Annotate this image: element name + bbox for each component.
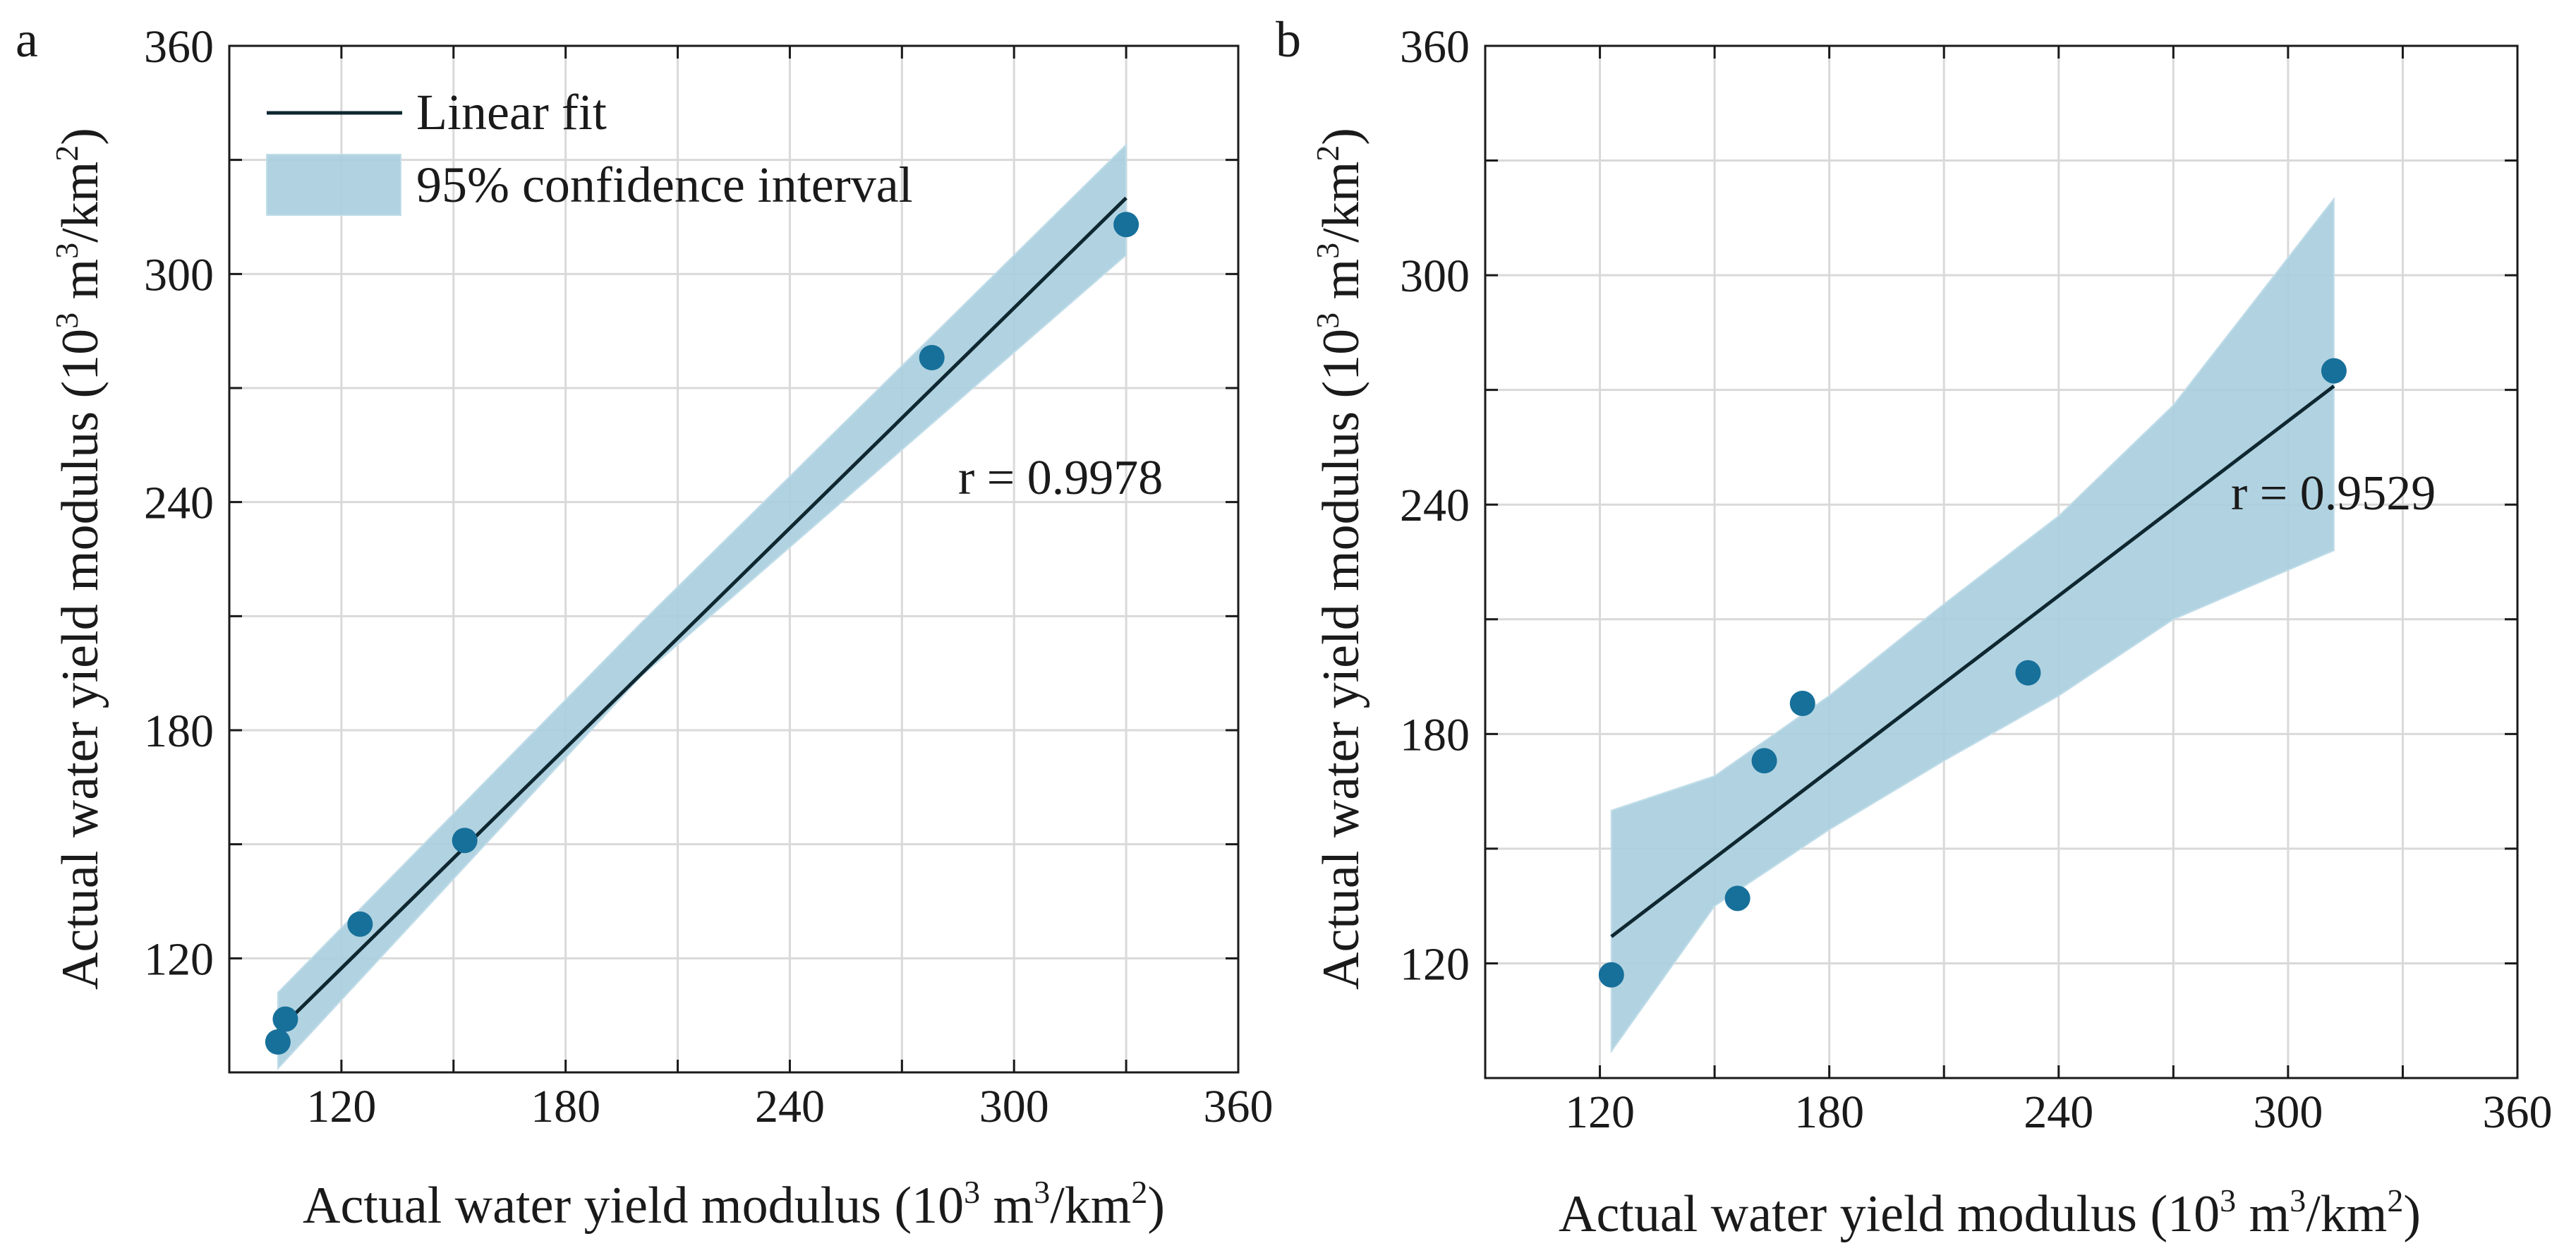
panel-b-x-tick-label-120: 120 bbox=[1565, 1086, 1635, 1138]
panel-b-y-tick-label-240: 240 bbox=[1400, 480, 1470, 531]
panel-b-ci-band-group bbox=[1610, 196, 2335, 1054]
legend-band-swatch bbox=[266, 154, 401, 216]
panel-a-x-tick-label-120: 120 bbox=[306, 1081, 376, 1132]
panel-a-ticks: 120 180 240 300 360 120 180 240 300 360 bbox=[144, 21, 1274, 1132]
panel-a-y-tick-label-240: 240 bbox=[144, 478, 214, 529]
panel-b-x-tick-label-360: 360 bbox=[2483, 1086, 2553, 1138]
panel-b-ticks: 120 180 240 300 360 120 180 240 300 360 bbox=[1400, 21, 2553, 1138]
panel-b-letter: b bbox=[1276, 11, 1301, 68]
panel-b-y-axis-title: Actual water yield modulus (103 m3/km2) bbox=[1310, 128, 1370, 990]
panel-b-data-point-2 bbox=[1724, 885, 1750, 912]
panel-a-data-point-3 bbox=[347, 911, 373, 937]
panel-b-ci-band bbox=[1610, 196, 2335, 1054]
panel-b-fit-line bbox=[1610, 385, 2335, 938]
panel-a: a 120 180 240 300 360 120 180 240 300 360 Linear … bbox=[16, 11, 1274, 1235]
panel-a-y-tick-label-300: 300 bbox=[144, 249, 214, 301]
panel-a-r-annotation: r = 0.9978 bbox=[958, 451, 1163, 505]
panel-a-data-point-2 bbox=[272, 1006, 298, 1032]
panel-b-x-tick-label-180: 180 bbox=[1794, 1086, 1864, 1138]
panel-a-x-tick-label-180: 180 bbox=[531, 1081, 600, 1132]
panel-b-x-tick-label-240: 240 bbox=[2024, 1086, 2093, 1138]
panel-a-y-tick-label-120: 120 bbox=[144, 933, 214, 985]
panel-a-x-tick-label-300: 300 bbox=[979, 1081, 1049, 1132]
panel-a-y-tick-label-180: 180 bbox=[144, 706, 214, 757]
panel-a-x-axis-title: Actual water yield modulus (103 m3/km2) bbox=[303, 1174, 1165, 1235]
panel-b-data-point-4 bbox=[1789, 690, 1815, 716]
panel-a-fit-line bbox=[277, 196, 1127, 1032]
panel-b-x-axis-title: Actual water yield modulus (103 m3/km2) bbox=[1559, 1182, 2421, 1243]
panel-a-y-axis-title: Actual water yield modulus (103 m3/km2) bbox=[49, 128, 109, 990]
panel-b-x-tick-label-300: 300 bbox=[2253, 1086, 2323, 1138]
legend: Linear fit 95% confidence interval bbox=[266, 84, 913, 216]
panel-a-points bbox=[265, 212, 1139, 1055]
panel-b-data-point-5 bbox=[2015, 660, 2041, 686]
panel-b-points bbox=[1598, 358, 2347, 988]
panel-b: b 120 180 240 300 360 120 180 240 300 360 r = 0.9… bbox=[1276, 11, 2553, 1243]
legend-label-linear-fit: Linear fit bbox=[416, 84, 607, 140]
panel-b-frame bbox=[1484, 44, 2519, 1079]
panel-b-data-point-1 bbox=[1598, 962, 1624, 988]
panel-a-data-point-6 bbox=[1113, 212, 1139, 238]
panel-b-fit-group bbox=[1610, 385, 2335, 938]
panel-a-fit-group bbox=[277, 196, 1127, 1032]
panel-b-y-tick-label-120: 120 bbox=[1400, 938, 1470, 990]
panel-a-x-tick-label-360: 360 bbox=[1204, 1081, 1274, 1132]
panel-b-y-tick-label-360: 360 bbox=[1400, 21, 1470, 73]
panel-a-x-tick-label-240: 240 bbox=[755, 1081, 825, 1132]
panel-b-data-point-3 bbox=[1751, 748, 1777, 774]
panel-a-data-point-5 bbox=[919, 344, 945, 370]
panel-b-r-annotation: r = 0.9529 bbox=[2231, 466, 2436, 521]
panel-a-data-point-4 bbox=[452, 828, 478, 854]
panel-a-letter: a bbox=[16, 11, 38, 68]
panel-b-y-tick-label-300: 300 bbox=[1400, 250, 1470, 302]
panel-b-y-tick-label-180: 180 bbox=[1400, 709, 1470, 761]
panel-b-data-point-6 bbox=[2321, 358, 2347, 384]
panel-a-ci-band bbox=[277, 143, 1127, 1071]
panel-a-frame bbox=[228, 44, 1240, 1074]
legend-label-ci: 95% confidence interval bbox=[416, 157, 913, 213]
panel-a-data-point-1 bbox=[265, 1029, 291, 1055]
panel-a-y-tick-label-360: 360 bbox=[144, 21, 214, 73]
panel-a-ci-band-group bbox=[277, 143, 1127, 1071]
